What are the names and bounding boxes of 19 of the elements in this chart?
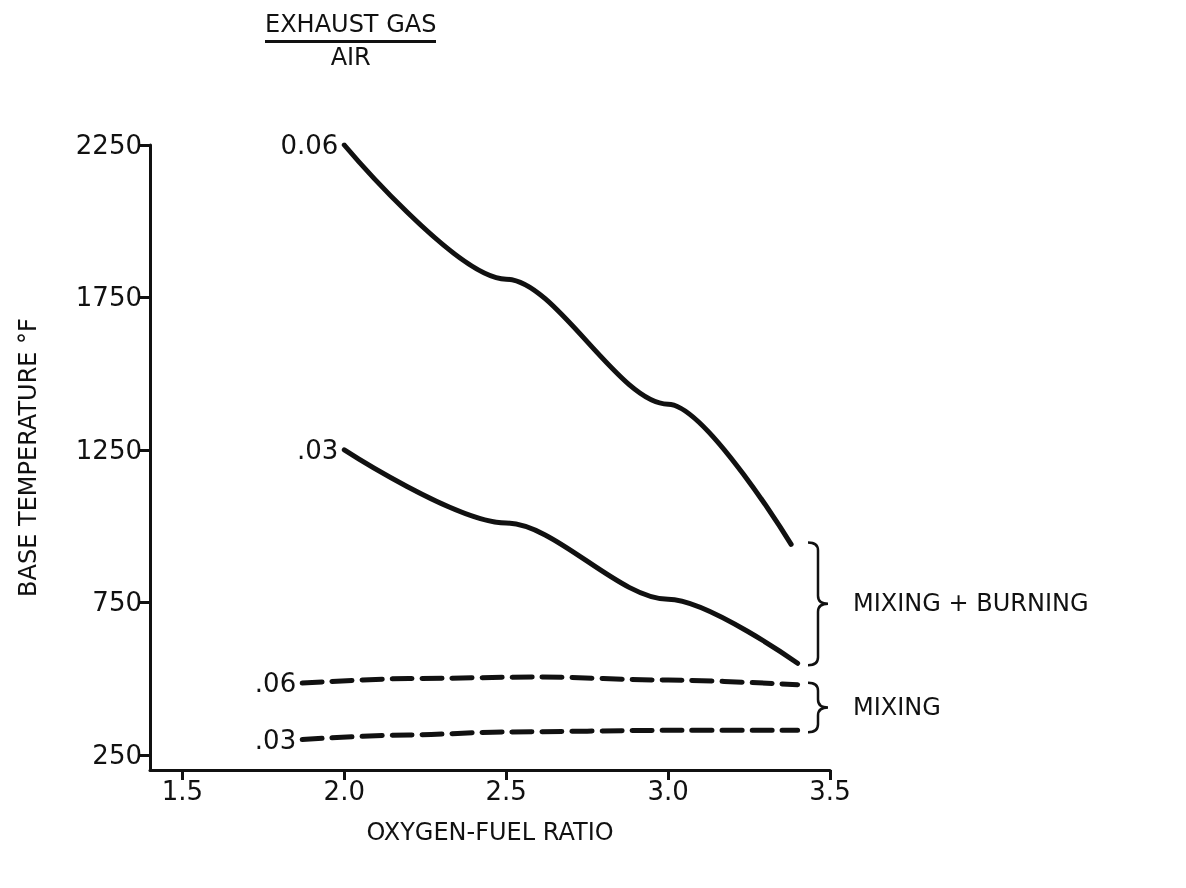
x-axis-title: OXYGEN-FUEL RATIO (366, 818, 614, 846)
y-axis-title: BASE TEMPERATURE °F (14, 318, 42, 597)
y-tick-label: 1750 (75, 282, 142, 313)
x-tick-label: 3.0 (647, 776, 689, 806)
y-tick-label: 2250 (75, 130, 142, 160)
text: MIXING + BURNING (853, 588, 1089, 617)
series-label: .03 (254, 724, 297, 755)
x-tick-label: 1.5 (161, 776, 204, 806)
x-tick-label: 2.5 (485, 776, 527, 806)
series-label: 0.06 (280, 130, 339, 160)
series-label: .03 (296, 434, 339, 465)
y-tick-label: 250 (92, 739, 142, 770)
y-tick-label: 750 (92, 587, 142, 618)
legend-title: EXHAUST GAS AIR (265, 10, 437, 71)
text: MIXING (853, 692, 941, 721)
series-label: .06 (254, 668, 297, 699)
x-tick-label: 2.0 (323, 776, 365, 806)
y-tick-label: 1250 (75, 434, 142, 465)
x-tick-label: 3.5 (809, 776, 851, 806)
